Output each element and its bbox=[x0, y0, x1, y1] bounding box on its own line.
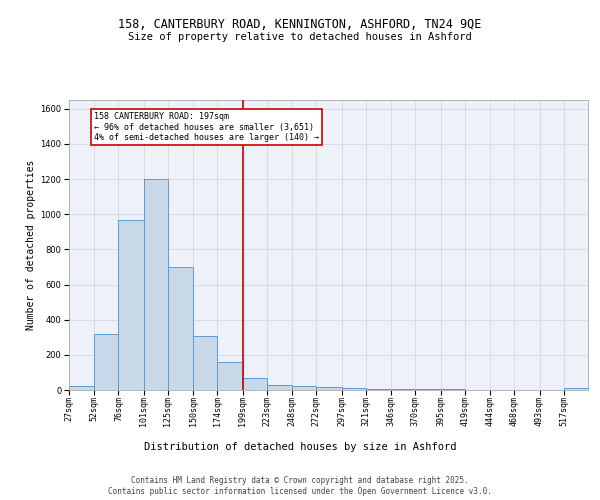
Bar bbox=[440, 389, 465, 390]
Bar bbox=[292, 386, 316, 390]
Bar bbox=[217, 362, 242, 390]
Bar bbox=[168, 267, 193, 390]
Text: Contains public sector information licensed under the Open Government Licence v3: Contains public sector information licen… bbox=[108, 488, 492, 496]
Text: 158, CANTERBURY ROAD, KENNINGTON, ASHFORD, TN24 9QE: 158, CANTERBURY ROAD, KENNINGTON, ASHFOR… bbox=[118, 18, 482, 30]
Bar bbox=[564, 388, 588, 390]
Text: 158 CANTERBURY ROAD: 197sqm
← 96% of detached houses are smaller (3,651)
4% of s: 158 CANTERBURY ROAD: 197sqm ← 96% of det… bbox=[94, 112, 319, 142]
Text: Size of property relative to detached houses in Ashford: Size of property relative to detached ho… bbox=[128, 32, 472, 42]
Bar bbox=[267, 384, 292, 390]
Bar bbox=[341, 388, 366, 390]
Bar bbox=[316, 388, 341, 390]
Bar bbox=[193, 336, 217, 390]
Bar bbox=[144, 179, 168, 390]
Bar bbox=[242, 378, 267, 390]
Bar bbox=[415, 389, 440, 390]
Text: Contains HM Land Registry data © Crown copyright and database right 2025.: Contains HM Land Registry data © Crown c… bbox=[131, 476, 469, 485]
Y-axis label: Number of detached properties: Number of detached properties bbox=[26, 160, 36, 330]
Bar bbox=[391, 389, 415, 390]
Text: Distribution of detached houses by size in Ashford: Distribution of detached houses by size … bbox=[144, 442, 456, 452]
Bar bbox=[69, 386, 94, 390]
Bar bbox=[94, 334, 118, 390]
Bar bbox=[118, 220, 144, 390]
Bar bbox=[366, 389, 391, 390]
